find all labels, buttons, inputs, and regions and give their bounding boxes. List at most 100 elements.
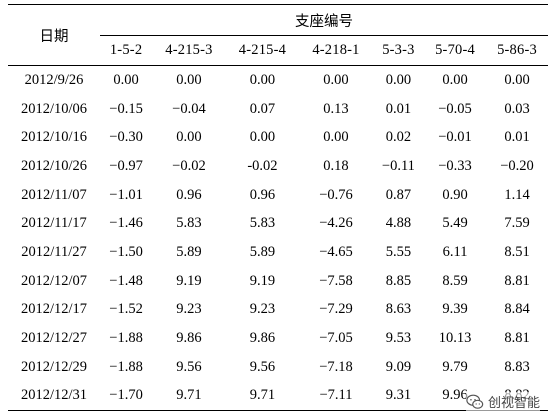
date-cell: 2012/11/07 bbox=[21, 186, 87, 203]
value-cell: 9.19 bbox=[176, 272, 202, 289]
value-cell: 9.31 bbox=[372, 381, 425, 412]
value-cell: 9.39 bbox=[442, 301, 468, 318]
value-cell: 7.59 bbox=[504, 215, 530, 232]
value-cell: −0.76 bbox=[319, 186, 353, 203]
value-cell: 8.81 bbox=[504, 330, 530, 347]
date-cell: 2012/11/27 bbox=[21, 243, 87, 260]
value-cell: −1.48 bbox=[109, 272, 143, 289]
value-cell: −0.20 bbox=[500, 157, 534, 174]
value-cell: 9.19 bbox=[249, 272, 276, 289]
value-cell: −7.11 bbox=[299, 381, 373, 412]
column-header: 4-215-4 bbox=[238, 42, 287, 58]
value-cell: −1.70 bbox=[100, 381, 153, 412]
value-cell: −7.29 bbox=[319, 301, 353, 318]
value-cell: 8.59 bbox=[442, 272, 468, 289]
value-cell: 6.11 bbox=[442, 243, 468, 260]
settlement-table: 日期 支座编号 1-5-2 4-215-3 4-215-4 4-218-1 5-… bbox=[8, 4, 548, 412]
value-cell: −0.05 bbox=[438, 100, 472, 117]
table-row: 2012/11/07 −1.01 0.96 0.96 −0.76 0.87 0.90 1.14 bbox=[8, 181, 548, 210]
value-cell: −7.18 bbox=[319, 358, 353, 375]
table-row: 2012/9/26 0.00 0.00 0.00 0.00 0.00 0.00 0.00 bbox=[8, 66, 548, 95]
column-header: 5-3-3 bbox=[382, 42, 415, 58]
value-cell: 9.56 bbox=[249, 358, 276, 375]
date-cell: 2012/12/31 bbox=[8, 381, 100, 412]
value-cell: 8.85 bbox=[385, 272, 412, 289]
value-cell: −0.15 bbox=[109, 100, 143, 117]
column-header: 5-70-4 bbox=[435, 42, 475, 58]
table-body: 2012/9/26 0.00 0.00 0.00 0.00 0.00 0.00 0.00 201… bbox=[8, 66, 548, 412]
value-cell: 5.55 bbox=[385, 243, 412, 260]
value-cell: 0.00 bbox=[176, 129, 202, 146]
table-row: 2012/12/17 −1.52 9.23 9.23 −7.29 8.63 9.39 8.84 bbox=[8, 296, 548, 325]
value-cell: −4.26 bbox=[319, 215, 353, 232]
value-cell: 9.86 bbox=[249, 330, 276, 347]
value-cell: -0.02 bbox=[247, 157, 278, 174]
support-number-group-header: 支座编号 bbox=[100, 4, 548, 36]
value-cell: 0.00 bbox=[249, 71, 276, 88]
value-cell: −0.30 bbox=[109, 129, 143, 146]
column-header: 4-215-3 bbox=[165, 42, 213, 58]
value-cell: 8.84 bbox=[504, 301, 530, 318]
value-cell: 8.63 bbox=[385, 301, 412, 318]
value-cell: −0.02 bbox=[172, 157, 206, 174]
value-cell: 5.49 bbox=[442, 215, 468, 232]
value-cell: 0.03 bbox=[504, 100, 530, 117]
value-cell: 9.71 bbox=[152, 381, 226, 412]
table-row: 2012/12/07 −1.48 9.19 9.19 −7.58 8.85 8.59 8.81 bbox=[8, 267, 548, 296]
value-cell: 8.51 bbox=[504, 243, 530, 260]
column-header: 4-218-1 bbox=[312, 42, 360, 58]
value-cell: −0.01 bbox=[438, 129, 472, 146]
value-cell: 0.00 bbox=[504, 71, 530, 88]
value-cell: 0.01 bbox=[385, 100, 412, 117]
value-cell: 0.01 bbox=[504, 129, 530, 146]
value-cell: 0.00 bbox=[249, 129, 276, 146]
table-row: 2012/11/17 −1.46 5.83 5.83 −4.26 4.88 5.49 7.59 bbox=[8, 209, 548, 238]
value-cell: −0.04 bbox=[172, 100, 206, 117]
value-cell: 9.53 bbox=[385, 330, 412, 347]
value-cell: 8.81 bbox=[504, 272, 530, 289]
wechat-logo-icon bbox=[466, 394, 484, 409]
date-column-header: 日期 bbox=[8, 4, 100, 66]
value-cell: 0.96 bbox=[249, 186, 276, 203]
value-cell: 9.23 bbox=[249, 301, 276, 318]
value-cell: 0.18 bbox=[323, 157, 349, 174]
value-cell: −4.65 bbox=[319, 243, 353, 260]
value-cell: 0.02 bbox=[385, 129, 412, 146]
value-cell: −0.33 bbox=[438, 157, 472, 174]
value-cell: 0.96 bbox=[176, 186, 202, 203]
date-cell: 2012/12/29 bbox=[20, 358, 88, 375]
value-cell: 1.14 bbox=[504, 186, 530, 203]
date-cell: 2012/12/07 bbox=[20, 272, 88, 289]
watermark-text: 创视智能 bbox=[487, 396, 540, 411]
table-row: 2012/10/26 −0.97 −0.02 -0.02 0.18 −0.11 −0.33 −… bbox=[8, 152, 548, 181]
value-cell: 5.89 bbox=[249, 243, 276, 260]
value-cell: 0.00 bbox=[385, 71, 412, 88]
value-cell: 9.86 bbox=[176, 330, 202, 347]
date-cell: 2012/10/06 bbox=[20, 100, 88, 117]
value-cell: 0.00 bbox=[323, 71, 349, 88]
date-cell: 2012/10/26 bbox=[20, 157, 88, 174]
table-row: 2012/12/29 −1.88 9.56 9.56 −7.18 9.09 9.79 8.83 bbox=[8, 353, 548, 382]
value-cell: −0.97 bbox=[109, 157, 143, 174]
date-cell: 2012/12/27 bbox=[20, 330, 88, 347]
value-cell: −1.52 bbox=[109, 301, 143, 318]
value-cell: −1.46 bbox=[109, 215, 143, 232]
column-header: 5-86-3 bbox=[497, 42, 537, 58]
table-row: 2012/10/16 −0.30 0.00 0.00 0.00 0.02 −0.01 0.01 bbox=[8, 123, 548, 152]
value-cell: 9.71 bbox=[225, 381, 300, 412]
watermark: 创视智能 bbox=[465, 392, 540, 411]
value-cell: −1.88 bbox=[109, 330, 143, 347]
value-cell: 0.87 bbox=[385, 186, 412, 203]
value-cell: 9.56 bbox=[176, 358, 202, 375]
date-cell: 2012/12/17 bbox=[20, 301, 88, 318]
value-cell: 10.13 bbox=[438, 330, 472, 347]
value-cell: 5.83 bbox=[176, 215, 202, 232]
value-cell: 9.79 bbox=[442, 358, 468, 375]
value-cell: 0.00 bbox=[176, 71, 202, 88]
value-cell: −1.88 bbox=[109, 358, 143, 375]
table-row: 2012/12/27 −1.88 9.86 9.86 −7.05 9.53 10.13 8.8… bbox=[8, 324, 548, 353]
value-cell: −1.50 bbox=[109, 243, 143, 260]
value-cell: 5.89 bbox=[176, 243, 202, 260]
value-cell: 9.23 bbox=[176, 301, 202, 318]
value-cell: −7.05 bbox=[319, 330, 353, 347]
